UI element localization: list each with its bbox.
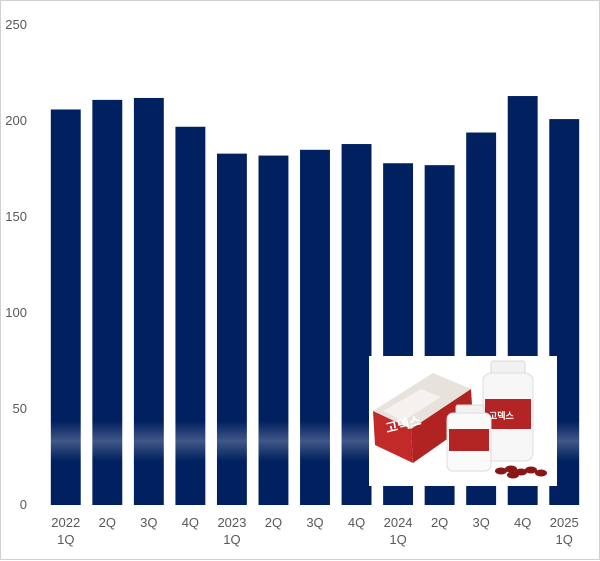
y-axis-tick-labels: 0 50 100 150 200 250 [5, 17, 27, 512]
x-tick-label: 3Q [140, 515, 157, 530]
x-tick-label: 1Q [556, 532, 573, 547]
x-axis-tick-labels: 2022 1Q 2Q 3Q 4Q 2023 1Q 2Q 3Q 4Q 2024 1Q 2Q 3Q 4Q 2025… [51, 515, 578, 547]
x-tick-label: 2Q [431, 515, 448, 530]
product-photo: 고덱스 고덱스 [369, 356, 557, 486]
x-tick-label: 4Q [514, 515, 531, 530]
x-tick-label: 2025 [550, 515, 579, 530]
x-tick-label: 4Q [348, 515, 365, 530]
y-tick-label: 200 [5, 113, 27, 128]
y-tick-label: 100 [5, 305, 27, 320]
capsules-image [495, 465, 547, 479]
x-tick-label: 1Q [57, 532, 74, 547]
x-tick-label: 4Q [182, 515, 199, 530]
x-tick-label: 2024 [384, 515, 413, 530]
y-tick-label: 0 [20, 497, 27, 512]
x-tick-label: 2022 [51, 515, 80, 530]
y-tick-label: 50 [13, 401, 27, 416]
large-bottle-image: 고덱스 [482, 360, 534, 462]
y-tick-label: 250 [5, 17, 27, 32]
y-tick-label: 150 [5, 209, 27, 224]
x-tick-label: 2Q [99, 515, 116, 530]
x-tick-label: 1Q [223, 532, 240, 547]
x-tick-label: 3Q [472, 515, 489, 530]
x-tick-label: 3Q [306, 515, 323, 530]
x-tick-label: 1Q [389, 532, 406, 547]
small-bottle-image [446, 404, 492, 472]
x-tick-label: 2023 [217, 515, 246, 530]
bottle-brand-text: 고덱스 [489, 410, 515, 422]
x-tick-label: 2Q [265, 515, 282, 530]
